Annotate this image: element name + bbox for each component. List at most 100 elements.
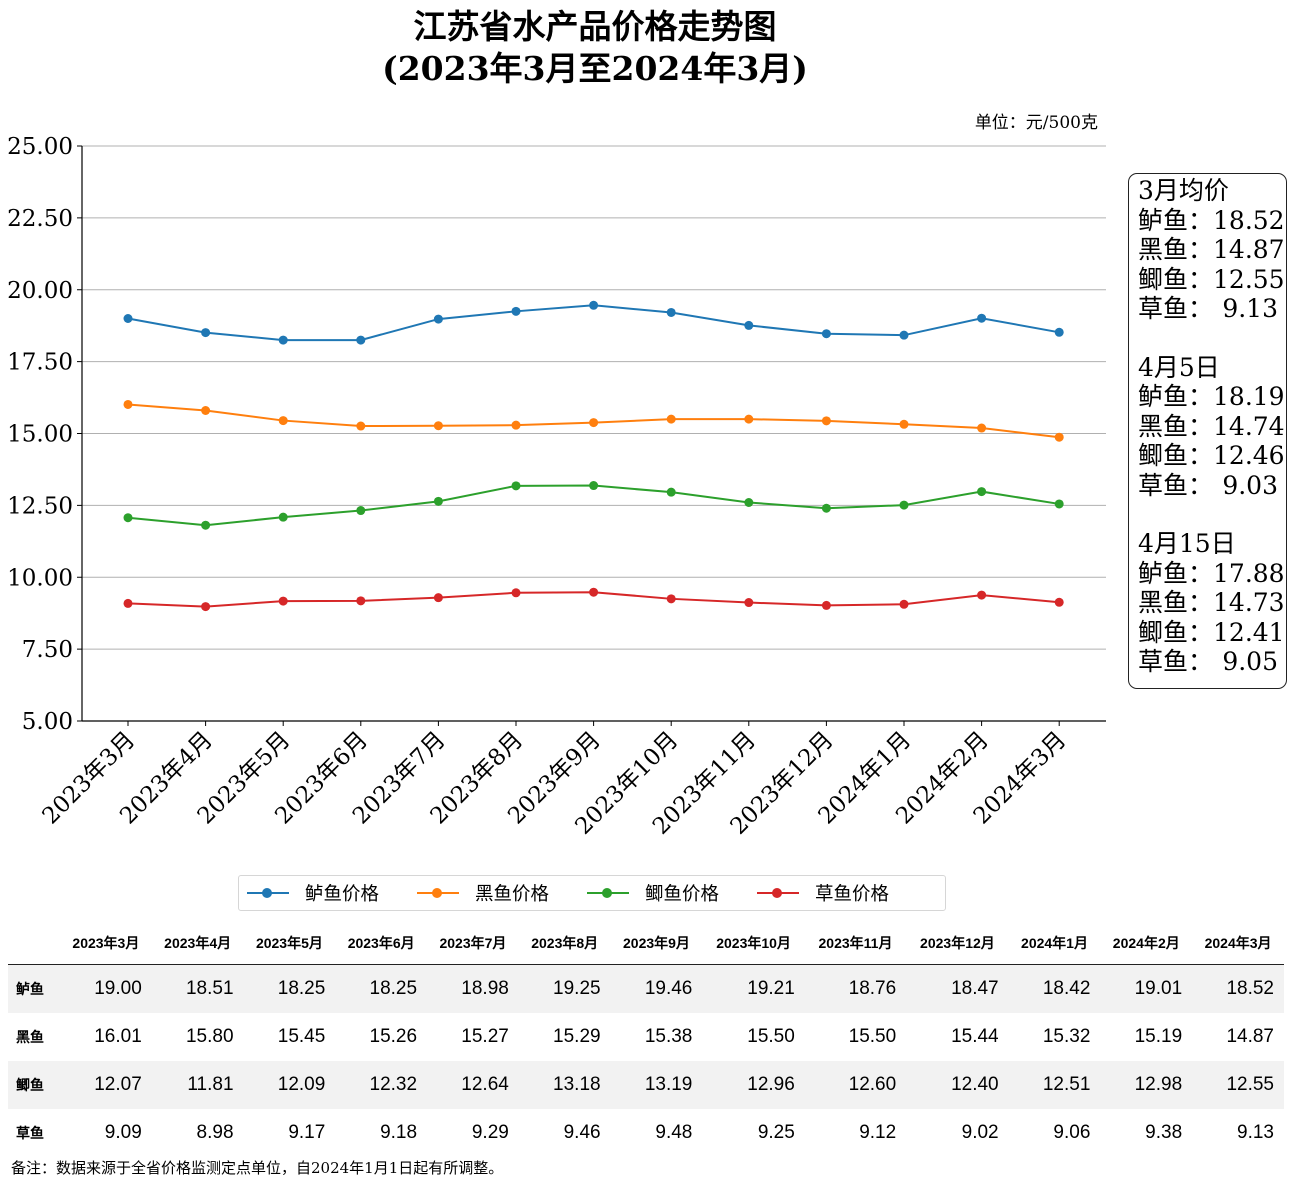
table-cell: 9.12 [859,1122,897,1143]
table-cell: 19.25 [518,964,611,1013]
legend-label: 鲫鱼价格 [645,884,720,905]
data-point [433,593,443,603]
data-point [821,329,831,339]
summary-price-value: 14.73 [1213,588,1285,617]
footnote: 备注：数据来源于全省价格监测定点单位，自2024年1月1日起有所调整。 [11,1159,504,1177]
table-cell: 12.51 [1008,1061,1101,1109]
data-point [123,598,133,608]
table-row: 鲈鱼 19.00 18.51 18.25 18.25 18.98 19.25 19.46 19.… [8,964,1284,1013]
table-cell: 9.17 [288,1122,326,1143]
data-point [899,599,909,609]
summary-fish-name: 草鱼： [1138,294,1214,323]
summary-fish-name: 黑鱼： [1138,411,1214,441]
y-tick-label: 15.00 [7,422,73,448]
table-cell: 19.46 [610,964,703,1013]
data-point [356,506,366,516]
x-tick-labels: 2023年3月2023年4月2023年5月2023年6月2023年7月2023年… [38,727,1072,840]
legend-marker [432,888,443,898]
table-cell: 9.48 [655,1122,693,1143]
data-point [744,414,754,424]
table-cell: 15.38 [644,1026,693,1047]
table-cell: 9.46 [563,1122,601,1143]
axes [77,145,1106,726]
table-column-header: 2023年12月 [906,924,1009,965]
legend-swatch [245,886,291,900]
data-point [744,598,754,608]
table-cell: 9.02 [961,1122,999,1143]
table-cell: 15.29 [553,1026,601,1047]
data-point [821,416,831,426]
legend-marker [772,888,783,898]
table-cell: 16.01 [94,1026,142,1047]
summary-fish-name: 黑鱼： [1138,588,1214,617]
table-row-header: 草鱼 [16,1125,44,1141]
table-cell: 18.76 [804,964,907,1013]
summary-price-value: 18.52 [1213,205,1285,235]
summary-row: 草鱼： 9.05 [1138,647,1286,677]
table-column-header: 2023年10月 [702,924,805,965]
table-column-header: 2023年5月 [243,924,336,965]
table-cell: 18.51 [151,964,244,1013]
table-row-header: 鲈鱼 [8,964,60,1013]
summary-fish-name: 鲫鱼： [1138,264,1214,294]
data-point [589,481,599,491]
table-corner [8,924,60,965]
data-point [1054,432,1064,442]
table-cell: 9.13 [1237,1122,1274,1143]
group-spacer [1138,500,1286,529]
table-cell: 12.40 [906,1061,1009,1109]
table-cell: 13.19 [610,1061,703,1109]
summary-row: 鲈鱼： 18.52 [1138,206,1286,236]
summary-price-value: 14.74 [1213,411,1285,441]
table-cell: 15.27 [461,1026,509,1047]
data-point [433,314,443,324]
data-point [977,487,987,497]
data-point [899,419,909,429]
table-cell: 12.64 [427,1061,519,1109]
data-point [356,335,366,345]
table-cell: 18.25 [243,964,336,1013]
table-cell: 11.81 [151,1061,244,1109]
table-cell: 9.09 [104,1122,142,1143]
summary-fish-name: 鲫鱼： [1138,617,1214,647]
table-row: 草鱼 9.09 8.98 9.17 9.18 9.29 9.46 9.48 9.25 9.12 9.… [8,1109,1284,1157]
chart-title-line1: 江苏省水产品价格走势图 [413,7,777,46]
table-cell: 15.26 [369,1026,418,1047]
legend-swatch [755,886,801,900]
summary-price-value: 9.05 [1222,647,1278,676]
table-column-header: 2023年6月 [335,924,428,965]
y-tick-label: 10.00 [7,565,73,591]
legend-label: 鲈鱼价格 [305,884,380,905]
table-row: 鲫鱼 12.07 11.81 12.09 12.32 12.64 13.18 13.19 12.… [8,1061,1284,1109]
table-body: 鲈鱼 19.00 18.51 18.25 18.25 18.98 19.25 19.46 19.… [8,964,1284,1158]
summary-row: 鲫鱼： 12.46 [1138,441,1286,471]
chart-title-line2: (2023年3月至2024年3月) [382,49,808,88]
data-point [356,596,366,606]
data-point [278,416,288,426]
group-spacer [1138,324,1286,353]
table-cell: 12.07 [60,1061,152,1109]
table-cell: 19.21 [702,964,805,1013]
data-point [666,414,676,424]
y-tick-label: 12.50 [7,493,73,519]
data-point [821,503,831,513]
legend-swatch [415,886,461,900]
summary-fish-name: 鲈鱼： [1138,558,1214,588]
legend-label: 草鱼价格 [815,884,890,905]
y-tick-label: 22.50 [7,206,73,232]
data-point [744,320,754,330]
data-point [433,496,443,506]
table-column-header: 2023年9月 [610,924,703,965]
table-row-header: 黑鱼 [16,1029,44,1045]
table-cell: 15.50 [747,1026,795,1047]
legend-marker [602,888,613,898]
unit-label: 单位：元/500克 [974,113,1098,133]
summary-row: 鲫鱼： 12.55 [1138,265,1286,295]
legend-item: 黑鱼价格 [415,880,549,906]
summary-row: 鲈鱼： 18.19 [1138,382,1286,412]
data-point [821,600,831,610]
data-point [123,399,133,409]
legend-item: 鲫鱼价格 [585,880,719,906]
summary-fish-name: 草鱼： [1138,647,1214,676]
summary-fish-name: 黑鱼： [1138,235,1214,264]
